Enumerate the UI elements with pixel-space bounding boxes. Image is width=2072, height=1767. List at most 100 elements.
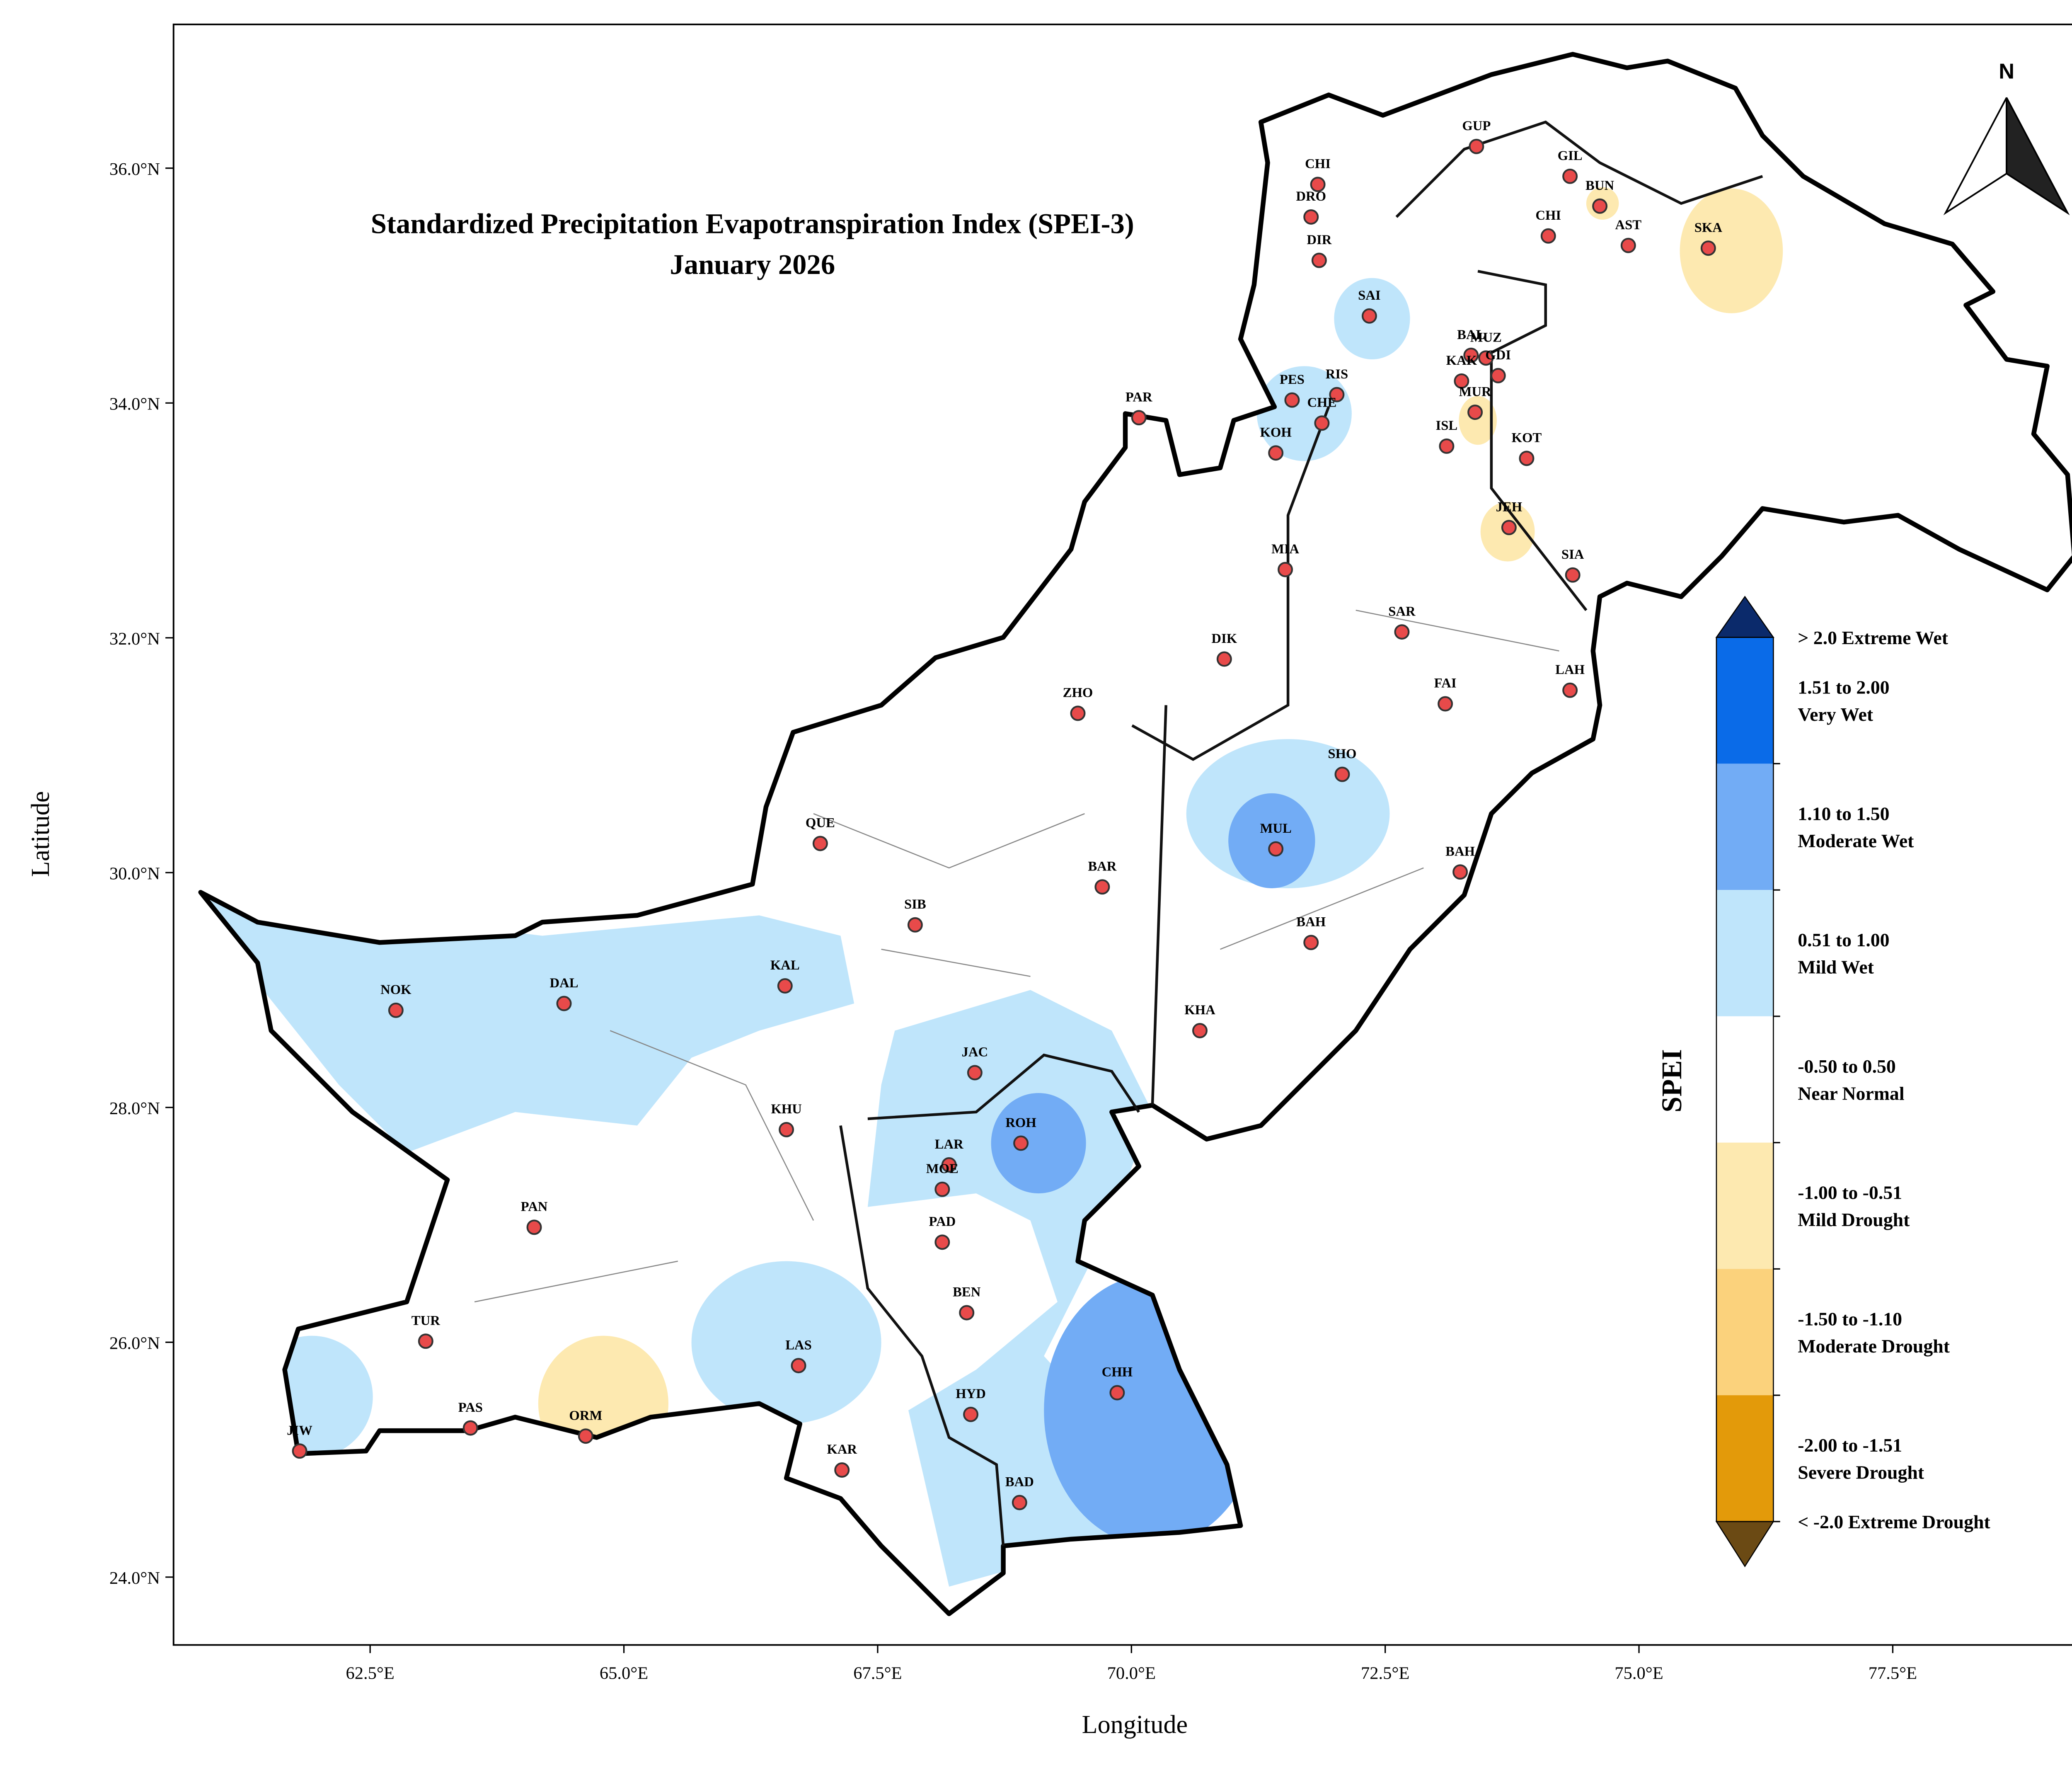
station-label: GIL (1558, 148, 1583, 163)
station: JAC (962, 1045, 988, 1081)
station-marker (1303, 209, 1319, 225)
station-marker (556, 996, 572, 1011)
map-subtitle: January 2026 (670, 249, 835, 280)
station: BUN (1585, 178, 1614, 214)
station-label: KHA (1184, 1003, 1215, 1018)
station-label: BAH (1296, 915, 1326, 930)
station: JEH (1496, 499, 1522, 536)
legend-swatch (1716, 1395, 1774, 1522)
station-label: PES (1280, 372, 1305, 387)
station-marker (1216, 651, 1232, 667)
station-marker (578, 1428, 593, 1444)
station-label: TUR (411, 1313, 440, 1328)
station-marker (1192, 1023, 1208, 1038)
station-marker (1268, 841, 1284, 857)
station-marker (388, 1002, 404, 1018)
station-label: CHH (1102, 1365, 1133, 1380)
district-border (474, 609, 1559, 1303)
station: KHA (1184, 1003, 1215, 1038)
station: BAR (1088, 859, 1117, 895)
station-label: BUN (1585, 178, 1614, 193)
station-label: DIR (1307, 233, 1331, 247)
station-label: LAH (1555, 662, 1585, 677)
station-marker (1452, 864, 1468, 880)
station: AST (1615, 218, 1641, 253)
station-marker (834, 1462, 850, 1478)
station-marker (1438, 696, 1453, 712)
station-label: HYD (956, 1386, 986, 1401)
station-marker (1565, 567, 1581, 583)
legend-label: > 2.0 Extreme Wet (1798, 627, 1948, 648)
station: KHU (771, 1102, 802, 1137)
station-label: ORM (569, 1408, 602, 1423)
colorbar-frame (1716, 637, 1774, 1522)
legend-title: SPEI (1656, 1049, 1687, 1113)
station-label: GUP (1462, 119, 1491, 133)
station: KAR (827, 1442, 857, 1478)
x-tick-label: 75.0°E (1615, 1663, 1663, 1683)
y-tick-label: 26.0°N (109, 1334, 160, 1353)
station-label: BAR (1088, 859, 1116, 874)
station-label: KOT (1512, 431, 1542, 446)
station: MOE (926, 1161, 959, 1197)
station-marker (1454, 373, 1469, 389)
legend-label: 1.10 to 1.50 (1798, 803, 1889, 824)
station-label: CHI (1535, 208, 1561, 223)
station-label: JAC (962, 1045, 988, 1060)
y-tick-label: 30.0°N (109, 864, 160, 884)
station-label: SKA (1694, 220, 1723, 235)
contour-mild-wet (1256, 366, 1352, 461)
x-tick-label: 62.5°E (346, 1663, 394, 1683)
station-marker (941, 1157, 957, 1173)
station: FAI (1434, 676, 1457, 712)
contour-mild-drought (1680, 188, 1783, 313)
station-label: RIS (1326, 367, 1348, 382)
legend-sublabel: Very Wet (1798, 704, 1874, 725)
station: PAD (929, 1214, 956, 1250)
station: CHE (1307, 395, 1336, 431)
station-label: KAL (770, 958, 800, 973)
station-marker (1314, 415, 1330, 431)
legend-swatch (1716, 764, 1774, 890)
station-marker (967, 1065, 983, 1081)
station-label: ISL (1436, 418, 1458, 433)
station-label: BAD (1005, 1475, 1034, 1490)
contour-moderate-wet (991, 1093, 1086, 1194)
station-marker (1131, 410, 1147, 426)
legend-sublabel: Near Normal (1798, 1083, 1904, 1104)
x-tick-label: 65.0°E (600, 1663, 648, 1683)
station-label: JIW (287, 1423, 312, 1438)
legend-label: 1.51 to 2.00 (1798, 677, 1889, 698)
station-marker (1012, 1495, 1027, 1510)
station-label: MUR (1459, 384, 1491, 399)
station-marker (934, 1181, 950, 1197)
station-marker (934, 1234, 950, 1250)
station: ORM (569, 1408, 602, 1444)
station-label: ZHO (1063, 686, 1093, 700)
station-marker (1310, 177, 1326, 192)
legend-swatch (1716, 637, 1774, 764)
legend-sublabel: Mild Wet (1798, 957, 1874, 978)
legend: SPEI > 2.0 Extreme Wet 1.51 to 2.00 Very W… (1656, 596, 1990, 1568)
province-border (839, 120, 1763, 1546)
station: MUR (1459, 384, 1491, 420)
station-label: LAS (785, 1338, 812, 1353)
legend-label: -0.50 to 0.50 (1798, 1056, 1896, 1077)
station-marker (779, 1122, 794, 1137)
station: BAH (1445, 844, 1475, 880)
station-label: LAR (935, 1137, 963, 1152)
station-label: KAR (827, 1442, 857, 1457)
station-marker (1109, 1385, 1125, 1401)
station: GIL (1558, 148, 1583, 184)
station: QUE (806, 816, 835, 851)
station-label: NOK (380, 982, 411, 997)
station: PAS (458, 1400, 483, 1436)
station: MUL (1260, 821, 1292, 857)
station-label: DRO (1296, 189, 1326, 204)
station-label: PAD (929, 1214, 956, 1229)
station-marker (777, 978, 793, 994)
station: SIB (904, 897, 926, 933)
legend-label: 0.51 to 1.00 (1798, 929, 1889, 950)
legend-label: -1.00 to -0.51 (1798, 1182, 1902, 1203)
